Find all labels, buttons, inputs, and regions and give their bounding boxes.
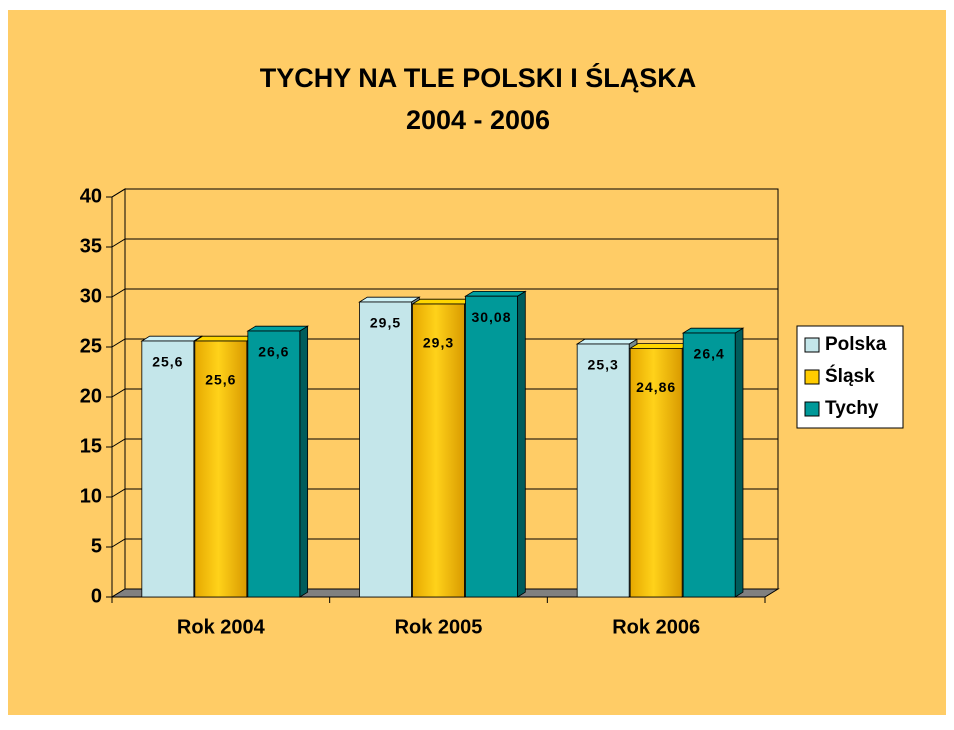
grid-line bbox=[111, 188, 778, 198]
chart-title: TYCHY NA TLE POLSKI I ŚLĄSKA bbox=[260, 62, 697, 93]
y-tick-label: 35 bbox=[80, 235, 102, 257]
y-tick-label: 25 bbox=[80, 335, 102, 357]
y-tick-label: 40 bbox=[80, 185, 102, 207]
bar-side bbox=[734, 327, 744, 598]
bar bbox=[141, 340, 195, 598]
legend-swatch bbox=[804, 401, 820, 417]
bar bbox=[412, 303, 465, 598]
data-label: 26,4 bbox=[694, 346, 725, 362]
bar-top bbox=[246, 325, 310, 332]
x-tick-label: Rok 2006 bbox=[612, 616, 700, 638]
bar-side bbox=[517, 290, 526, 598]
data-label: 26,6 bbox=[258, 344, 289, 360]
bar-top bbox=[575, 338, 639, 345]
bar-top bbox=[628, 343, 692, 349]
x-tick-label: Rok 2005 bbox=[395, 616, 483, 638]
x-tick-label: Rok 2004 bbox=[177, 616, 266, 638]
data-label: 24,86 bbox=[636, 379, 676, 395]
y-tick-label: 5 bbox=[91, 535, 102, 557]
grid-line bbox=[111, 288, 778, 298]
bar-top bbox=[411, 298, 474, 305]
legend-label: Tychy bbox=[825, 398, 879, 419]
data-label: 29,5 bbox=[370, 315, 401, 331]
data-label: 30,08 bbox=[471, 309, 511, 325]
grid-line bbox=[111, 488, 778, 498]
bar-top bbox=[681, 327, 745, 334]
y-tick-label: 20 bbox=[80, 385, 102, 407]
y-tick-label: 30 bbox=[80, 285, 102, 307]
grid-line bbox=[111, 238, 778, 248]
y-tick-label: 10 bbox=[80, 485, 102, 507]
bar bbox=[359, 301, 412, 598]
bar-top bbox=[464, 290, 527, 297]
legend-label: Polska bbox=[825, 334, 887, 355]
bar-top bbox=[193, 335, 257, 342]
bar-side bbox=[299, 325, 309, 598]
bar bbox=[576, 343, 630, 598]
data-label: 25,6 bbox=[205, 372, 236, 388]
bar bbox=[465, 295, 518, 598]
legend-swatch bbox=[804, 337, 820, 353]
grid-line bbox=[111, 438, 778, 448]
data-label: 25,6 bbox=[152, 354, 183, 370]
chart-subtitle: 2004 - 2006 bbox=[406, 105, 550, 135]
y-tick-label: 0 bbox=[91, 585, 102, 607]
grid-line bbox=[111, 388, 778, 398]
legend-label: Śląsk bbox=[825, 365, 875, 387]
bar bbox=[247, 330, 301, 598]
bar bbox=[194, 340, 248, 598]
bar-top bbox=[140, 335, 204, 342]
legend-swatch bbox=[804, 369, 820, 385]
data-label: 25,3 bbox=[588, 357, 619, 373]
bar bbox=[629, 347, 683, 598]
grid-line bbox=[111, 338, 778, 348]
bar bbox=[682, 332, 736, 598]
y-tick-label: 15 bbox=[80, 435, 102, 457]
data-label: 29,3 bbox=[423, 335, 454, 351]
grid-line bbox=[111, 538, 778, 548]
bar-top bbox=[358, 296, 421, 303]
